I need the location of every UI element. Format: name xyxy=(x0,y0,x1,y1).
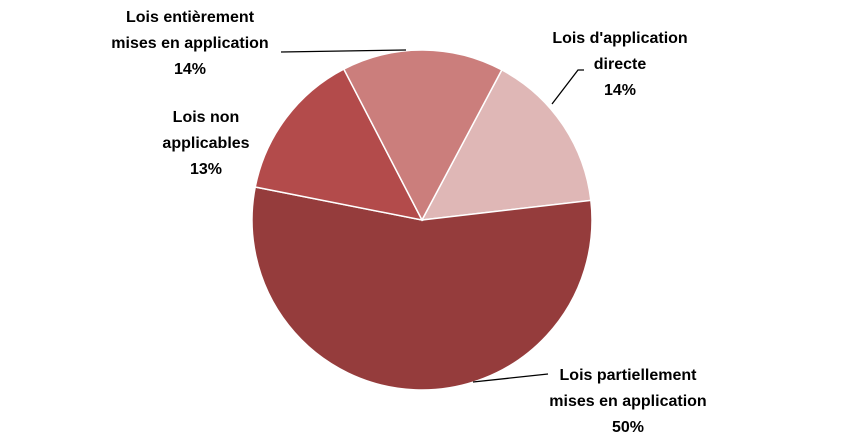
pie-slice-1 xyxy=(420,68,592,221)
slice-label-line: directe xyxy=(594,56,647,73)
slice-value-4: 14% xyxy=(174,61,206,78)
slice-label-2: Lois partiellement mises en application 50… xyxy=(549,367,706,436)
leader-line-2 xyxy=(472,373,549,383)
pie-slice-4 xyxy=(342,49,503,222)
slice-label-4: Lois entièrement mises en application 14% xyxy=(111,9,268,78)
slice-label-3: Lois non applicables 13% xyxy=(162,109,249,178)
leader-line-4 xyxy=(280,49,407,53)
slice-label-line: Lois non xyxy=(173,109,240,126)
slice-label-line: Lois d'application xyxy=(552,30,687,47)
pie-slice-2 xyxy=(251,186,593,391)
slice-label-line: Lois entièrement xyxy=(126,9,255,26)
slice-label-line: Lois partiellement xyxy=(560,367,698,384)
pie-slices xyxy=(251,49,593,391)
slice-label-1: Lois d'application directe 14% xyxy=(552,30,687,99)
leader-line-1 xyxy=(551,69,584,105)
slice-value-2: 50% xyxy=(612,419,644,436)
slice-label-line: mises en application xyxy=(111,35,268,52)
pie-slice-3 xyxy=(254,68,424,222)
slice-label-line: mises en application xyxy=(549,393,706,410)
slice-value-3: 13% xyxy=(190,161,222,178)
slice-value-1: 14% xyxy=(604,82,636,99)
slice-label-line: applicables xyxy=(162,135,249,152)
slice-labels: Lois d'application directe 14% Lois partiel… xyxy=(111,9,706,436)
leader-lines xyxy=(280,49,584,383)
